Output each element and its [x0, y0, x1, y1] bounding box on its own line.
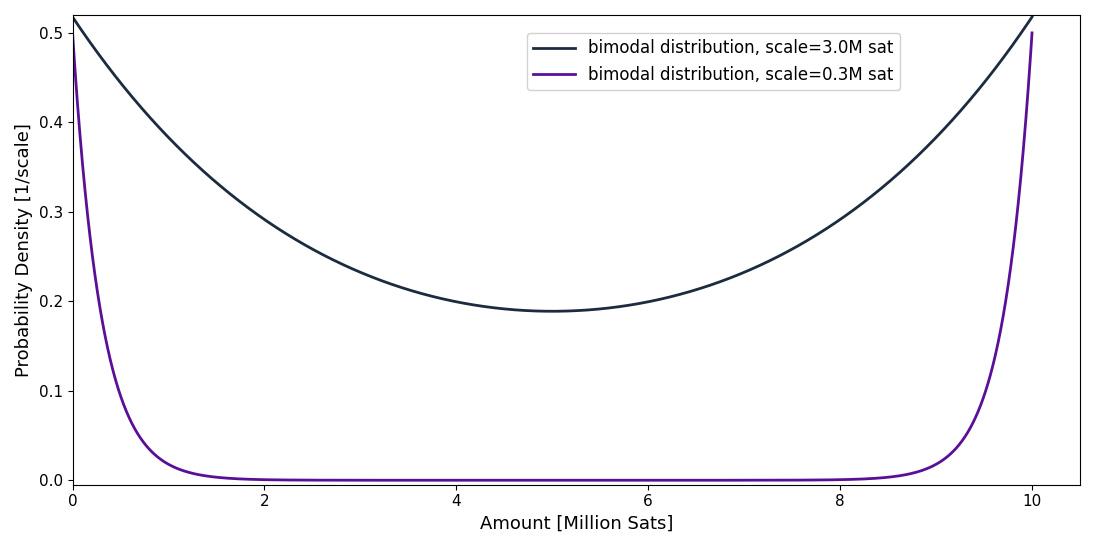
bimodal distribution, scale=0.3M sat: [690, 477, 703, 483]
bimodal distribution, scale=0.3M sat: [782, 477, 795, 483]
bimodal distribution, scale=3.0M sat: [66, 14, 79, 20]
bimodal distribution, scale=3.0M sat: [240, 203, 253, 210]
Line: bimodal distribution, scale=0.3M sat: bimodal distribution, scale=0.3M sat: [72, 33, 1031, 480]
bimodal distribution, scale=0.3M sat: [642, 477, 655, 483]
Legend: bimodal distribution, scale=3.0M sat, bimodal distribution, scale=0.3M sat: bimodal distribution, scale=3.0M sat, bi…: [527, 33, 900, 90]
bimodal distribution, scale=3.0M sat: [642, 299, 655, 305]
bimodal distribution, scale=0.3M sat: [66, 30, 79, 36]
bimodal distribution, scale=0.3M sat: [240, 476, 253, 482]
bimodal distribution, scale=3.0M sat: [782, 248, 795, 254]
bimodal distribution, scale=0.3M sat: [545, 477, 558, 483]
bimodal distribution, scale=3.0M sat: [433, 295, 446, 301]
bimodal distribution, scale=3.0M sat: [690, 286, 703, 293]
bimodal distribution, scale=3.0M sat: [545, 308, 558, 315]
bimodal distribution, scale=3.0M sat: [1025, 14, 1038, 20]
bimodal distribution, scale=0.3M sat: [1025, 30, 1038, 36]
Line: bimodal distribution, scale=3.0M sat: bimodal distribution, scale=3.0M sat: [72, 17, 1031, 311]
X-axis label: Amount [Million Sats]: Amount [Million Sats]: [480, 515, 673, 533]
bimodal distribution, scale=3.0M sat: [855, 201, 868, 207]
bimodal distribution, scale=0.3M sat: [433, 477, 446, 483]
Y-axis label: Probability Density [1/scale]: Probability Density [1/scale]: [15, 123, 33, 377]
bimodal distribution, scale=0.3M sat: [855, 476, 868, 482]
